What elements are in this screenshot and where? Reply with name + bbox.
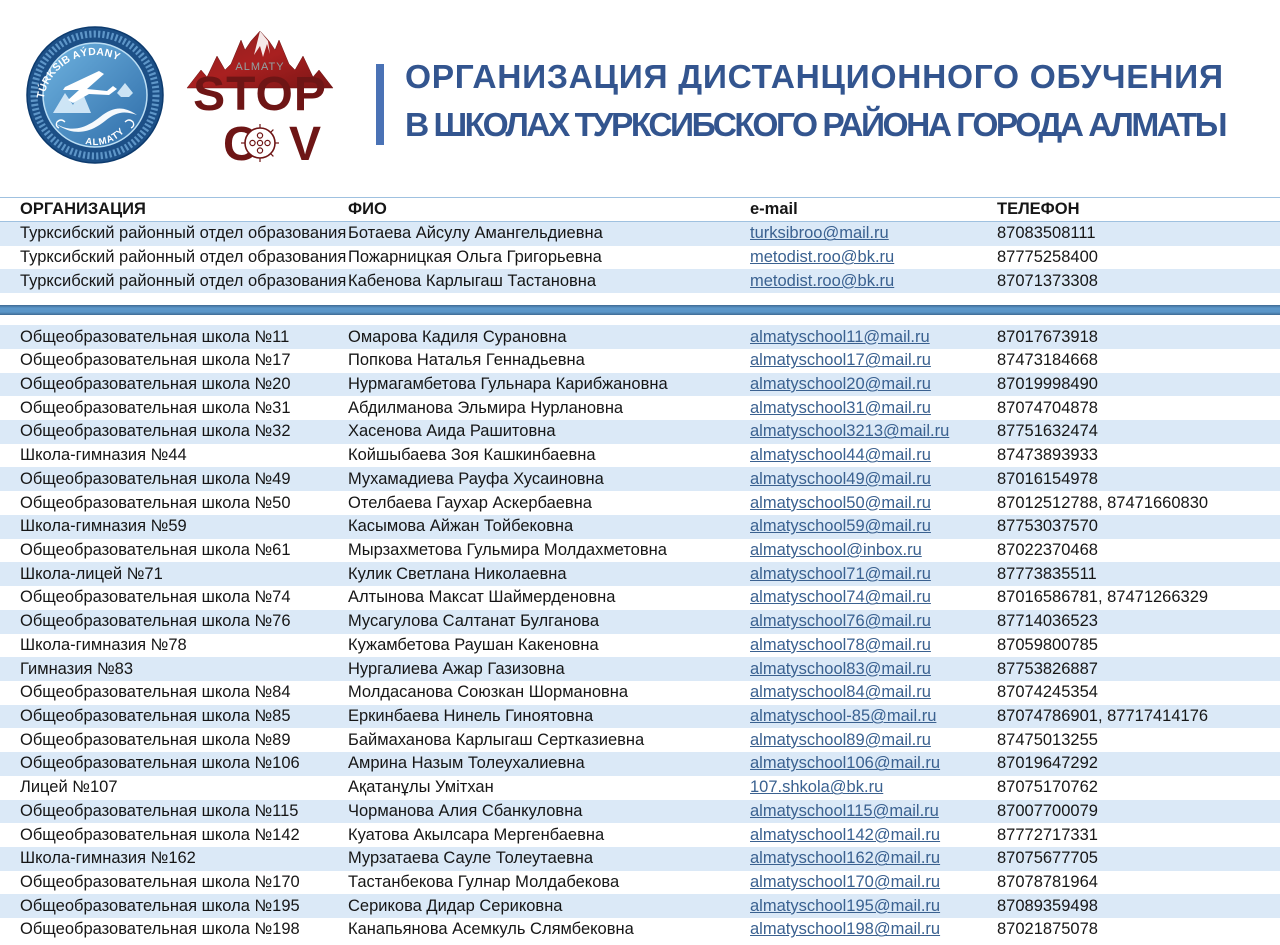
svg-text:STOP: STOP [193,68,327,121]
svg-text:V: V [289,118,321,168]
